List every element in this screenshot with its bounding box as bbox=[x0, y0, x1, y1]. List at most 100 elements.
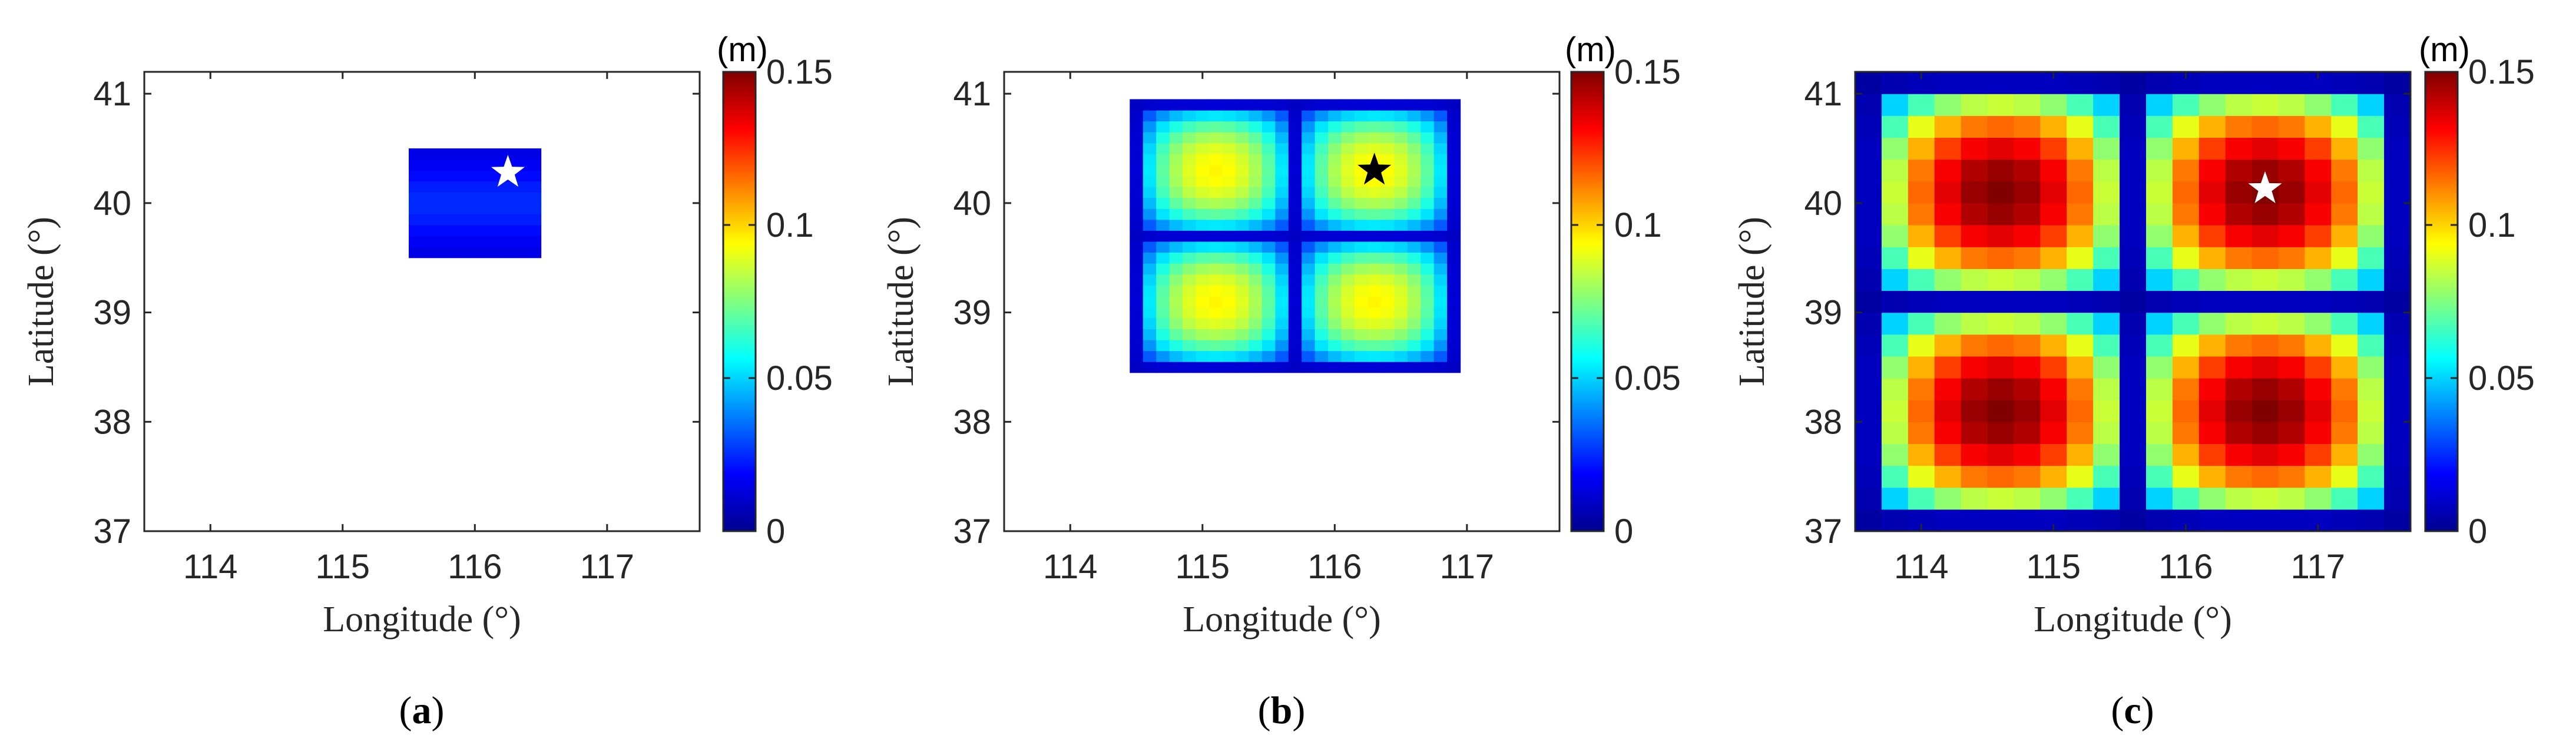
x-tick-label: 114 bbox=[183, 548, 237, 586]
heatmap-cell bbox=[1143, 143, 1157, 154]
heatmap-cell bbox=[1421, 329, 1435, 340]
heatmap-cell bbox=[2225, 290, 2253, 313]
heatmap-cell bbox=[2198, 137, 2226, 160]
colorbar-tick-label: 0.15 bbox=[766, 53, 833, 91]
heatmap-cell bbox=[1987, 225, 2015, 247]
heatmap-cell bbox=[1235, 187, 1249, 198]
heatmap-cell bbox=[1143, 340, 1157, 352]
heatmap-cell bbox=[2198, 181, 2226, 204]
heatmap-cell bbox=[1315, 208, 1329, 220]
heatmap-cell bbox=[1209, 99, 1223, 111]
heatmap-cell bbox=[2384, 465, 2411, 488]
heatmap-cell bbox=[1275, 362, 1289, 373]
heatmap-cell bbox=[1196, 285, 1210, 297]
heatmap-cell bbox=[1130, 317, 1144, 330]
heatmap-cell bbox=[1156, 317, 1170, 330]
heatmap-cell bbox=[1447, 241, 1461, 253]
heatmap-cell bbox=[1261, 197, 1276, 209]
heatmap-cell bbox=[1130, 164, 1144, 177]
heatmap-cell bbox=[1881, 269, 1909, 291]
heatmap-cell bbox=[1302, 99, 1316, 111]
heatmap-cell bbox=[2040, 334, 2067, 357]
heatmap-cell bbox=[409, 148, 423, 160]
heatmap-cell bbox=[528, 247, 542, 259]
heatmap-cell bbox=[1341, 175, 1355, 187]
heatmap-cell bbox=[1447, 329, 1461, 340]
heatmap-cell bbox=[2198, 115, 2226, 138]
heatmap-cell bbox=[2198, 334, 2226, 357]
heatmap-cell bbox=[1394, 329, 1408, 340]
heatmap-cell bbox=[1354, 307, 1369, 319]
heatmap-cell bbox=[409, 192, 423, 204]
heatmap-cell bbox=[1196, 230, 1210, 242]
heatmap-cell bbox=[2331, 94, 2358, 116]
heatmap-cell bbox=[1328, 187, 1342, 198]
heatmap-cell bbox=[1394, 175, 1408, 187]
heatmap-cell bbox=[2278, 356, 2305, 379]
heatmap-cell bbox=[2305, 181, 2332, 204]
heatmap-cell bbox=[1341, 350, 1355, 362]
heatmap-cell bbox=[1328, 329, 1342, 340]
heatmap-cell bbox=[1407, 285, 1421, 297]
heatmap-cell bbox=[1881, 422, 1909, 445]
star-icon bbox=[2248, 171, 2282, 203]
heatmap-cell bbox=[1275, 285, 1289, 297]
heatmap-cell bbox=[1380, 274, 1395, 286]
heatmap-cell bbox=[2384, 400, 2411, 422]
heatmap-cell bbox=[1196, 274, 1210, 286]
heatmap-cell bbox=[1328, 197, 1342, 209]
heatmap-cell bbox=[1908, 334, 1935, 357]
heatmap-cell bbox=[1249, 329, 1263, 340]
heatmap-cell bbox=[1315, 317, 1329, 330]
heatmap-cell bbox=[1249, 263, 1263, 275]
heatmap-cell bbox=[1328, 99, 1342, 111]
heatmap-cell bbox=[1394, 296, 1408, 307]
heatmap-cell bbox=[2331, 225, 2358, 247]
heatmap-cell bbox=[1183, 296, 1197, 307]
heatmap-cell bbox=[1302, 110, 1316, 122]
heatmap-cell bbox=[1394, 230, 1408, 242]
heatmap-cell bbox=[1447, 296, 1461, 307]
star-icon bbox=[491, 154, 525, 187]
heatmap-cell bbox=[2014, 290, 2041, 313]
heatmap-cell bbox=[1156, 187, 1170, 198]
heatmap-cell bbox=[1143, 132, 1157, 144]
heatmap-cell bbox=[2251, 269, 2279, 291]
heatmap-cell bbox=[1433, 208, 1448, 220]
heatmap-cell bbox=[2225, 72, 2253, 94]
colorbar-tick-label: 0 bbox=[1614, 512, 1633, 551]
heatmap-cell bbox=[1380, 110, 1395, 122]
heatmap-cell bbox=[1130, 143, 1144, 154]
heatmap-cell bbox=[488, 247, 502, 259]
heatmap-cell bbox=[1394, 307, 1408, 319]
heatmap-cell bbox=[2358, 137, 2385, 160]
heatmap-cell bbox=[1249, 143, 1263, 154]
heatmap-cell bbox=[1407, 132, 1421, 144]
heatmap-cell bbox=[2251, 225, 2279, 247]
heatmap-cell bbox=[1421, 263, 1435, 275]
heatmap-cell bbox=[1987, 247, 2015, 269]
heatmap-cell bbox=[2093, 225, 2120, 247]
heatmap-cell bbox=[1275, 219, 1289, 231]
heatmap-cell bbox=[1855, 115, 1882, 138]
heatmap-cell bbox=[1407, 219, 1421, 231]
heatmap-cell bbox=[1421, 274, 1435, 286]
heatmap-cell bbox=[2093, 203, 2120, 226]
heatmap-cell bbox=[1987, 115, 2015, 138]
heatmap-cell bbox=[1275, 197, 1289, 209]
heatmap-cell bbox=[2278, 269, 2305, 291]
heatmap-cell bbox=[1881, 72, 1909, 94]
heatmap-cell bbox=[1855, 400, 1882, 422]
heatmap-cell bbox=[1302, 164, 1316, 177]
heatmap-cell bbox=[2198, 290, 2226, 313]
heatmap-cell bbox=[2014, 115, 2041, 138]
y-tick-label: 39 bbox=[1804, 294, 1842, 332]
heatmap-cell bbox=[1169, 340, 1183, 352]
heatmap-cell bbox=[1447, 219, 1461, 231]
heatmap-cell bbox=[1433, 362, 1448, 373]
heatmap-cell bbox=[1249, 296, 1263, 307]
heatmap-cell bbox=[1354, 197, 1369, 209]
heatmap-cell bbox=[2225, 159, 2253, 182]
heatmap-cell bbox=[2278, 247, 2305, 269]
heatmap-cell bbox=[2145, 487, 2173, 510]
